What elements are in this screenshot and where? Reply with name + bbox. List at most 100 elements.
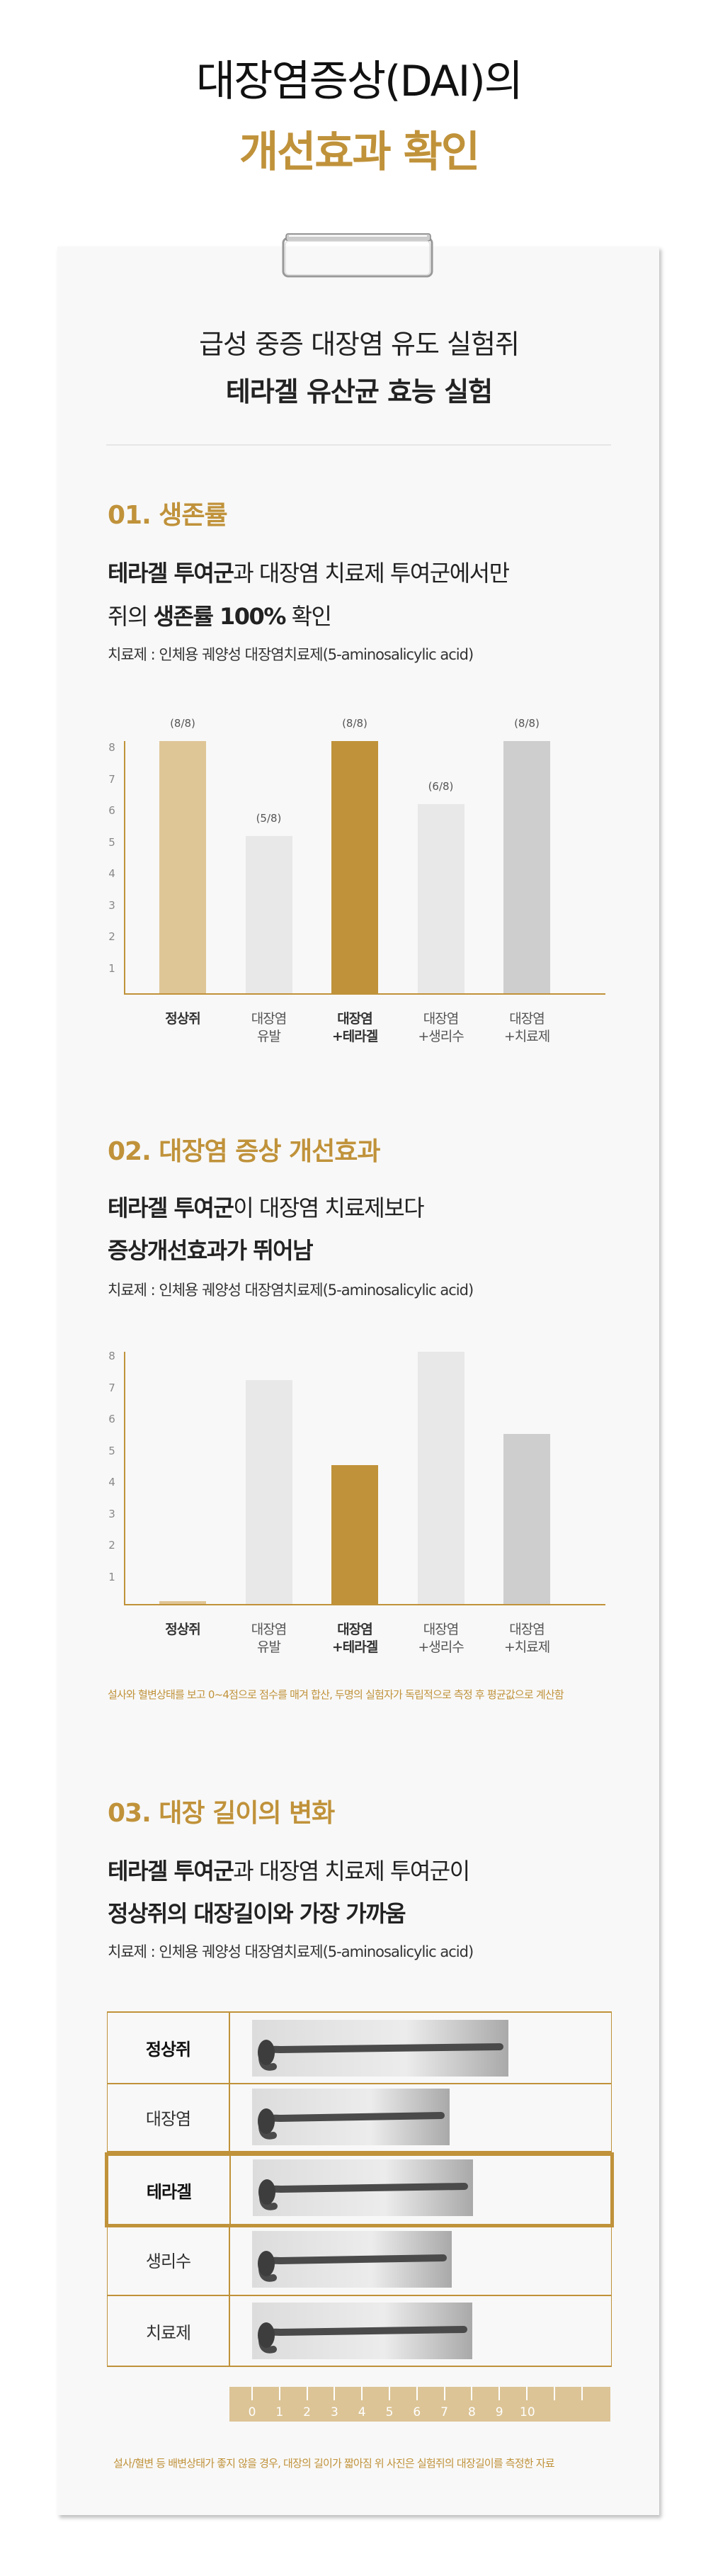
clipboard-clip-icon (282, 233, 433, 278)
section2-note: 치료제 : 인체용 궤양성 대장염치료제(5-aminosalicylic ac… (108, 1282, 474, 1299)
highlight-text: 생존률 100% (153, 603, 287, 630)
ruler: 0 1 2 3 4 5 6 7 8 9 10 (229, 2387, 610, 2422)
category-label-line: 대장염 (337, 1011, 372, 1027)
table-row: 생리수 (107, 2224, 612, 2296)
y-tick-label: 2 (108, 1539, 115, 1552)
page-title-line1: 대장염증상(DAI)의 (196, 57, 523, 106)
category-label-line: 대장염 (509, 1622, 545, 1637)
body-text: 과 대장염 치료제 투여군이 (233, 1858, 470, 1885)
category-label: 대장염 +테라겔 (316, 1010, 394, 1046)
bar-4 (417, 1352, 465, 1604)
colon-photo (252, 2089, 450, 2145)
bar-value-label: (8/8) (342, 717, 367, 730)
x-axis (124, 1604, 605, 1605)
ruler-tick (306, 2387, 308, 2400)
ruler-label: 9 (495, 2405, 503, 2419)
y-tick-label: 2 (108, 930, 115, 943)
category-label-line: 대장염 (251, 1622, 287, 1637)
y-tick-label: 1 (108, 1570, 115, 1583)
ruler-tick (361, 2387, 363, 2400)
category-label-line: 대장염 (337, 1622, 372, 1637)
highlight-text: 증상개선효과가 뛰어남 (108, 1237, 314, 1264)
row-label: 대장염 (108, 2083, 230, 2151)
ruler-tick (553, 2387, 555, 2400)
highlight-text: 테라겔 투여군 (108, 560, 234, 587)
highlight-text: 정상쥐의 대장길이와 가장 가까움 (108, 1900, 406, 1927)
body-text: 확인 (285, 603, 332, 630)
ruler-tick (416, 2387, 418, 2400)
ruler-tick (471, 2387, 473, 2400)
body-text: 이 대장염 치료제보다 (233, 1194, 424, 1221)
category-label: 대장염 +테라겔 (316, 1621, 394, 1656)
y-tick-label: 8 (108, 741, 115, 754)
bar-value-label: (6/8) (428, 780, 454, 793)
ruler-label: 8 (467, 2405, 476, 2419)
ruler-label: 1 (275, 2405, 284, 2419)
body-text: 쥐의 (108, 603, 154, 630)
y-tick-label: 4 (108, 867, 115, 880)
y-tick-label: 6 (108, 1413, 115, 1425)
page-title-line2: 개선효과 확인 (239, 128, 480, 177)
ruler-tick (581, 2387, 583, 2400)
category-label: 정상쥐 (144, 1010, 222, 1028)
bar-value-label: (8/8) (170, 717, 195, 730)
highlight-text: 테라겔 투여군 (108, 1858, 234, 1885)
section1-line2: 쥐의 생존률 100% 확인 (108, 599, 332, 631)
category-label-line: +테라겔 (331, 1639, 378, 1655)
bar-1 (159, 1600, 206, 1604)
row-label: 정상쥐 (108, 2013, 230, 2083)
y-tick-label: 3 (108, 898, 115, 912)
section2-line2: 증상개선효과가 뛰어남 (108, 1233, 314, 1265)
section2-footnote: 설사와 혈변상태를 보고 0~4점으로 점수를 매겨 합산, 두명의 실험자가 … (108, 1688, 564, 1701)
category-label: 대장염 +생리수 (402, 1010, 480, 1046)
category-label-line: 유발 (257, 1639, 281, 1655)
bar-3 (331, 741, 378, 993)
category-label: 대장염 +치료제 (488, 1010, 566, 1046)
bar-value-label: (5/8) (256, 811, 282, 825)
ruler-label: 7 (440, 2405, 448, 2419)
category-label: 대장염 유발 (230, 1010, 308, 1046)
y-tick-label: 7 (108, 1381, 115, 1394)
y-tick-label: 4 (108, 1476, 115, 1488)
x-axis (124, 993, 605, 995)
section1-line1: 테라겔 투여군과 대장염 치료제 투여군에서만 (108, 555, 510, 588)
y-tick-label: 6 (108, 804, 115, 817)
category-label-line: 대장염 (509, 1011, 545, 1027)
ruler-label: 2 (303, 2405, 311, 2419)
category-label-line: +생리수 (418, 1639, 464, 1655)
bar-value-label: (8/8) (514, 717, 540, 730)
table-row: 치료제 (107, 2296, 612, 2367)
bar-4 (417, 804, 465, 993)
section3-note: 치료제 : 인체용 궤양성 대장염치료제(5-aminosalicylic ac… (108, 1943, 474, 1960)
ruler-tick (278, 2387, 280, 2400)
y-axis (124, 1352, 125, 1605)
ruler-label: 0 (248, 2405, 256, 2419)
bar-3 (331, 1465, 378, 1604)
experiment-title: 테라겔 유산균 효능 실험 (225, 376, 493, 407)
section3-footnote: 설사/혈변 등 배변상태가 좋지 않을 경우, 대장의 길이가 짧아짐 위 사진… (113, 2457, 555, 2470)
row-label: 치료제 (108, 2296, 230, 2366)
ruler-tick (334, 2387, 336, 2400)
y-tick-label: 5 (108, 835, 115, 849)
colon-photo (252, 2303, 472, 2359)
table-row: 정상쥐 (107, 2011, 612, 2084)
y-tick-label: 7 (108, 772, 115, 786)
section3-title: 03. 대장 길이의 변화 (108, 1799, 335, 1828)
y-axis (124, 741, 125, 995)
category-label-line: +생리수 (418, 1029, 464, 1044)
section3-line2: 정상쥐의 대장길이와 가장 가까움 (108, 1896, 406, 1928)
ruler-label: 6 (413, 2405, 421, 2419)
ruler-tick (443, 2387, 445, 2400)
category-label: 대장염 +치료제 (488, 1621, 566, 1656)
ruler-label: 5 (385, 2405, 394, 2419)
divider (106, 444, 611, 446)
category-label-line: +치료제 (503, 1029, 550, 1044)
bar-1 (159, 741, 206, 993)
y-tick-label: 3 (108, 1507, 115, 1520)
colon-photo (252, 2019, 508, 2077)
table-row: 대장염 (107, 2083, 612, 2152)
ruler-label: 10 (520, 2405, 535, 2419)
table-row: 테라겔 (105, 2152, 614, 2227)
ruler-tick (526, 2387, 528, 2400)
